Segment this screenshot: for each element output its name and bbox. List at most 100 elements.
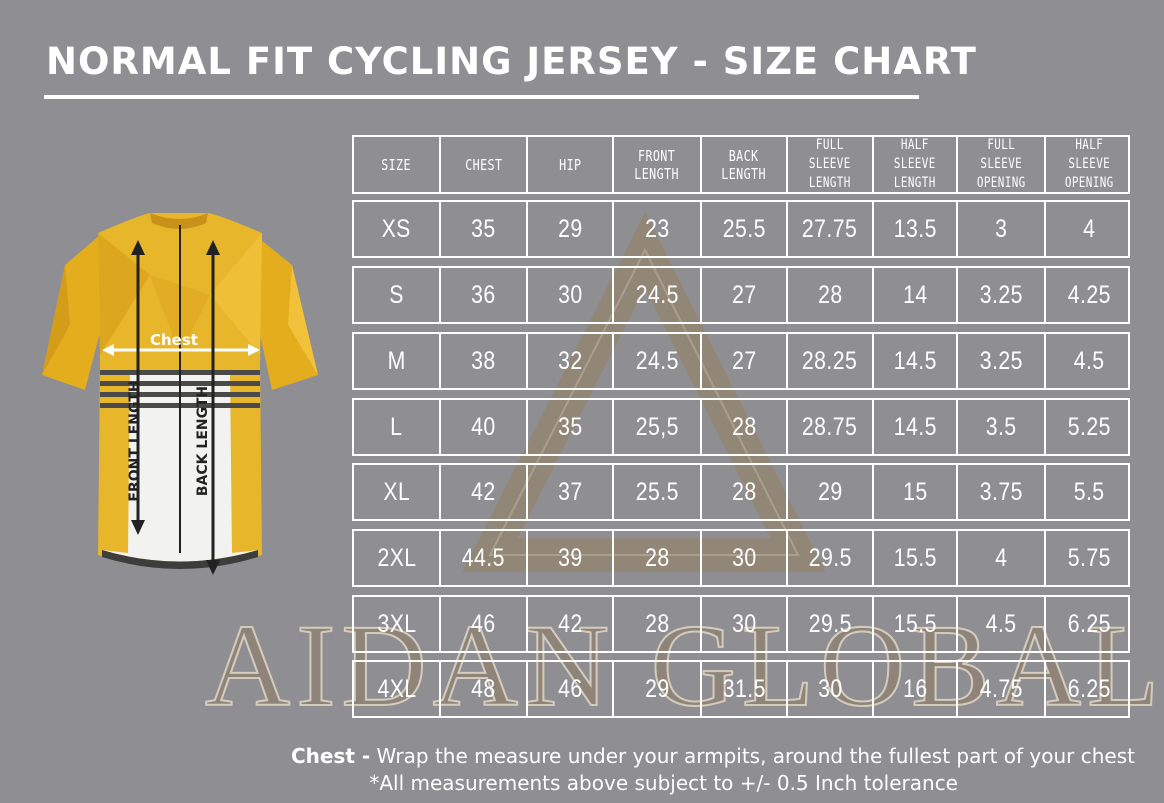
measurement-cell: 29.5: [788, 531, 874, 585]
measurement-cell: 32: [528, 334, 614, 388]
measurement-cell: 3.25: [958, 334, 1046, 388]
measurement-value: 6.25: [1067, 674, 1111, 703]
measurement-cell: 30: [702, 531, 788, 585]
measurement-cell: 28.75: [788, 400, 874, 454]
measurement-cell: 23: [614, 202, 702, 256]
measurement-cell: 28: [702, 465, 788, 519]
measurement-cell: 29: [528, 202, 614, 256]
table-row: 3XL 46 42 28 30 29.5 15.5 4.5 6.25: [352, 595, 1130, 653]
measurement-value: 46: [471, 609, 496, 638]
size-value: XL: [383, 477, 410, 506]
measurement-cell: 31.5: [702, 662, 788, 716]
header-label: FRONT LENGTH: [634, 146, 680, 183]
measurement-cell: 5.5: [1046, 465, 1132, 519]
measurement-cell: 27: [702, 334, 788, 388]
measurement-value: 25.5: [722, 214, 766, 243]
measurement-value: 15.5: [893, 543, 937, 572]
measurement-value: 14.5: [893, 412, 937, 441]
header-label: HALF SLEEVE OPENING: [1064, 137, 1114, 191]
header-cell: FULL SLEEVE OPENING: [958, 137, 1046, 192]
size-value: M: [387, 346, 406, 375]
measurement-value: 30: [557, 280, 583, 309]
measurement-cell: 38: [441, 334, 528, 388]
header-cell: FULL SLEEVE LENGTH: [788, 137, 874, 192]
measurement-value: 4: [1082, 214, 1096, 243]
measurement-value: 36: [471, 280, 496, 309]
measurement-value: 35: [471, 214, 496, 243]
measurement-cell: 14.5: [874, 400, 958, 454]
measurement-value: 13.5: [893, 214, 937, 243]
measurement-cell: 4.5: [1046, 334, 1132, 388]
measurement-value: 40: [471, 412, 496, 441]
measurement-value: 3: [994, 214, 1008, 243]
size-cell: XL: [354, 465, 441, 519]
measurement-cell: 40: [441, 400, 528, 454]
table-row: XL 42 37 25.5 28 29 15 3.75 5.5: [352, 463, 1130, 521]
measurement-value: 30: [817, 674, 843, 703]
size-cell: M: [354, 334, 441, 388]
measurement-value: 4.25: [1067, 280, 1111, 309]
measurement-cell: 4: [1046, 202, 1132, 256]
measurement-cell: 15.5: [874, 597, 958, 651]
measurement-cell: 14: [874, 268, 958, 322]
measurement-value: 27: [731, 280, 757, 309]
measurement-cell: 30: [702, 597, 788, 651]
measurement-cell: 37: [528, 465, 614, 519]
header-label: HALF SLEEVE LENGTH: [894, 137, 936, 191]
header-label: HIP: [558, 155, 582, 174]
chest-label: Chest: [150, 331, 198, 349]
measurement-value: 29: [557, 214, 583, 243]
measurement-cell: 25,5: [614, 400, 702, 454]
measurement-value: 29.5: [808, 609, 852, 638]
measurement-cell: 46: [528, 662, 614, 716]
measurement-value: 28: [817, 280, 843, 309]
header-label: FULL SLEEVE OPENING: [976, 137, 1026, 191]
measurement-cell: 27.75: [788, 202, 874, 256]
measurement-value: 25.5: [635, 477, 679, 506]
size-value: S: [389, 280, 404, 309]
size-value: XS: [381, 214, 412, 243]
jersey-illustration: Chest FRONT LENGTH BACK LENGTH: [30, 205, 330, 585]
measurement-cell: 29.5: [788, 597, 874, 651]
measurement-value: 31.5: [722, 674, 766, 703]
measurement-cell: 25.5: [702, 202, 788, 256]
measurement-value: 38: [471, 346, 496, 375]
measurement-cell: 15: [874, 465, 958, 519]
size-cell: 3XL: [354, 597, 441, 651]
measurement-cell: 28: [614, 597, 702, 651]
measurement-value: 28.75: [802, 412, 858, 441]
size-cell: 2XL: [354, 531, 441, 585]
measurement-value: 5.75: [1067, 543, 1111, 572]
measurement-cell: 42: [441, 465, 528, 519]
watermark-text: AIDAN GLOBAL: [204, 599, 1164, 732]
back-length-label: BACK LENGTH: [195, 385, 211, 497]
measurement-cell: 27: [702, 268, 788, 322]
measurement-value: 37: [557, 477, 583, 506]
header-label: SIZE: [381, 155, 412, 174]
measurement-cell: 30: [788, 662, 874, 716]
measurement-value: 28.25: [802, 346, 858, 375]
measurement-value: 29: [817, 477, 843, 506]
measurement-value: 14: [902, 280, 928, 309]
measurement-value: 4: [994, 543, 1008, 572]
size-value: L: [390, 412, 403, 441]
measurement-cell: 29: [788, 465, 874, 519]
measurement-cell: 39: [528, 531, 614, 585]
measurement-value: 23: [644, 214, 670, 243]
table-header-row: SIZE CHEST HIP FRONT LENGTH BACK LENGTH FULL …: [352, 135, 1130, 194]
measurement-cell: 6.25: [1046, 597, 1132, 651]
measurement-cell: 3: [958, 202, 1046, 256]
table-row: L 40 35 25,5 28 28.75 14.5 3.5 5.25: [352, 398, 1130, 456]
measurement-cell: 42: [528, 597, 614, 651]
header-cell: HIP: [528, 137, 614, 192]
measurement-cell: 14.5: [874, 334, 958, 388]
chest-instructions: Wrap the measure under your armpits, aro…: [370, 744, 1135, 768]
measurement-value: 39: [557, 543, 583, 572]
measurement-value: 28: [644, 609, 670, 638]
measurement-cell: 15.5: [874, 531, 958, 585]
front-length-label: FRONT LENGTH: [127, 380, 143, 502]
measurement-cell: 4: [958, 531, 1046, 585]
table-row: 2XL 44.5 39 28 30 29.5 15.5 4 5.75: [352, 529, 1130, 587]
measurement-cell: 35: [441, 202, 528, 256]
measurement-value: 5.25: [1067, 412, 1111, 441]
